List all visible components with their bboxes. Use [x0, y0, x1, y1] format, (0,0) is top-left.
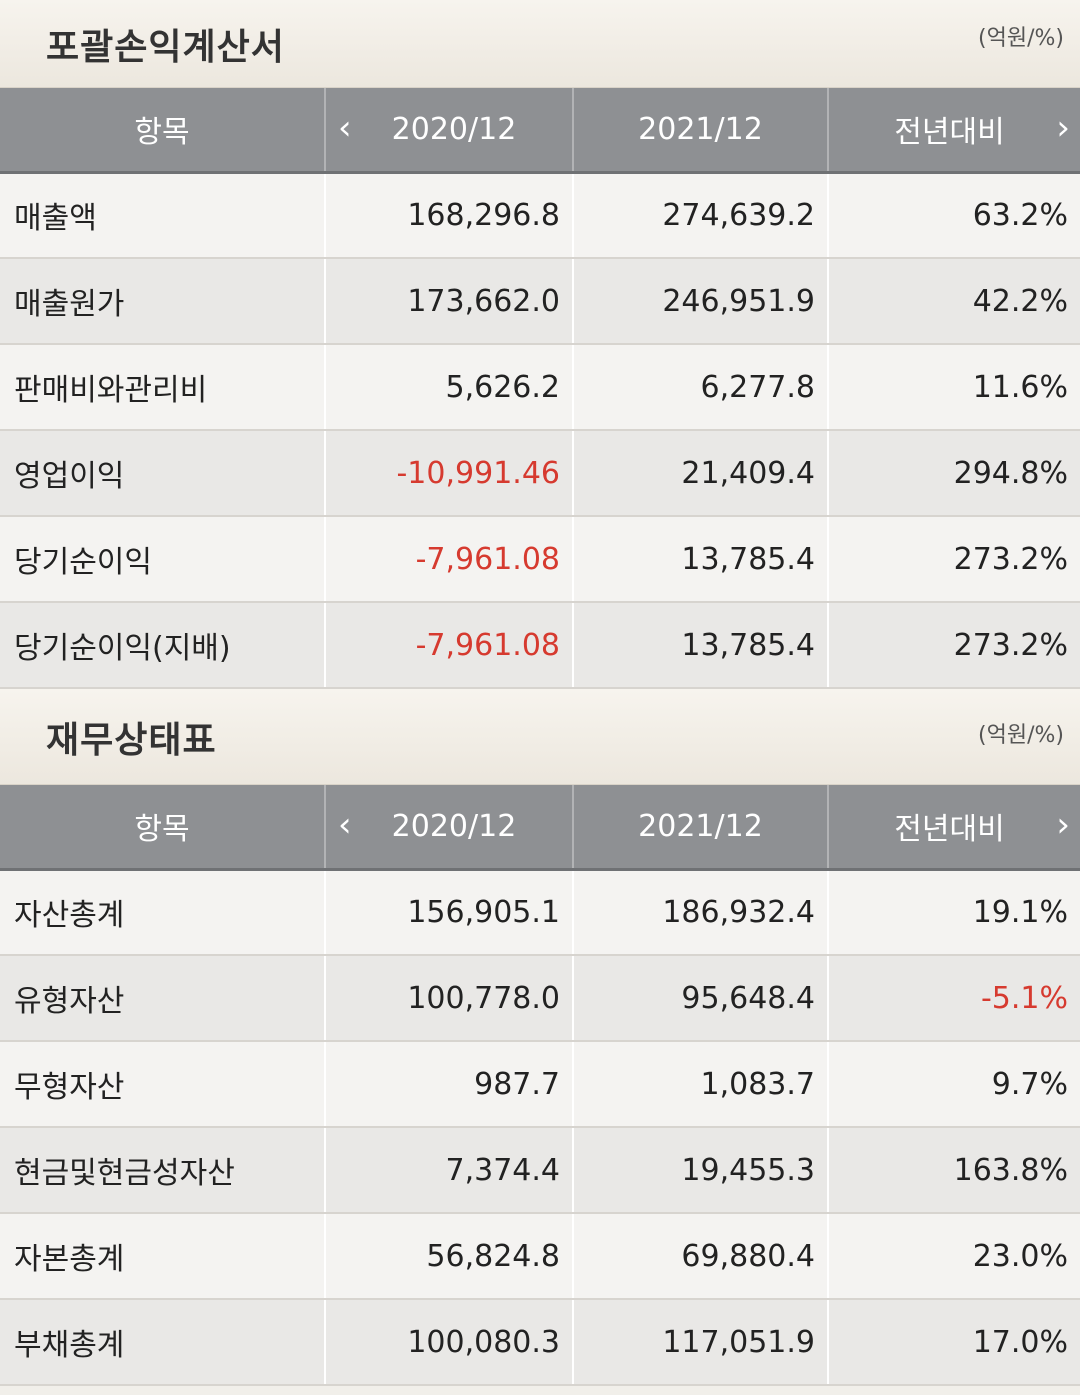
- column-header-prev: ‹ 2020/12: [324, 785, 573, 871]
- table-row: 현금및현금성자산 7,374.4 19,455.3 163.8%: [0, 1127, 1080, 1214]
- table-header-row: 항목 ‹ 2020/12 2021/12 전년대비 ›: [0, 88, 1080, 174]
- table-row: 매출액 168,296.8 274,639.2 63.2%: [0, 172, 1080, 259]
- cell-yoy: 294.8%: [827, 430, 1080, 517]
- cell-yoy: 17.0%: [827, 1299, 1080, 1386]
- column-header-yoy: 전년대비 ›: [827, 88, 1080, 174]
- cell-prev: -10,991.46: [324, 430, 573, 517]
- cell-yoy: 273.2%: [827, 602, 1080, 689]
- column-header-label: 2020/12: [391, 111, 517, 147]
- column-header-yoy: 전년대비 ›: [827, 785, 1080, 871]
- table-row: 영업이익 -10,991.46 21,409.4 294.8%: [0, 430, 1080, 517]
- cell-yoy: -5.1%: [827, 955, 1080, 1042]
- cell-prev: -7,961.08: [324, 602, 573, 689]
- table-row: 자본총계 56,824.8 69,880.4 23.0%: [0, 1213, 1080, 1300]
- cell-yoy: 163.8%: [827, 1127, 1080, 1214]
- cell-curr: 117,051.9: [572, 1299, 828, 1386]
- cell-prev: 5,626.2: [324, 344, 573, 431]
- row-label: 현금및현금성자산: [0, 1127, 325, 1214]
- cell-prev: 100,778.0: [324, 955, 573, 1042]
- cell-curr: 1,083.7: [572, 1041, 828, 1128]
- column-header-label: 전년대비: [894, 115, 1005, 151]
- section-title: 포괄손익계산서: [46, 26, 285, 68]
- cell-prev: 7,374.4: [324, 1127, 573, 1214]
- table-row: 당기순이익(지배) -7,961.08 13,785.4 273.2%: [0, 602, 1080, 689]
- column-header-item: 항목: [0, 785, 325, 871]
- cell-curr: 13,785.4: [572, 516, 828, 603]
- table-row: 당기순이익 -7,961.08 13,785.4 273.2%: [0, 516, 1080, 603]
- row-label: 자본총계: [0, 1213, 325, 1300]
- balance-sheet-table: 항목 ‹ 2020/12 2021/12 전년대비 › 자산총계 156,905.…: [0, 785, 1080, 1386]
- table-row: 유형자산 100,778.0 95,648.4 -5.1%: [0, 955, 1080, 1042]
- column-header-label: 2020/12: [391, 808, 517, 844]
- column-header-label: 2021/12: [638, 111, 763, 147]
- cell-yoy: 19.1%: [827, 869, 1080, 956]
- cell-curr: 19,455.3: [572, 1127, 828, 1214]
- cell-curr: 246,951.9: [572, 258, 828, 345]
- cell-yoy: 42.2%: [827, 258, 1080, 345]
- column-header-prev: ‹ 2020/12: [324, 88, 573, 174]
- row-label: 자산총계: [0, 869, 325, 956]
- chevron-left-icon[interactable]: ‹: [338, 805, 352, 846]
- column-header-label: 2021/12: [638, 808, 763, 844]
- row-label: 당기순이익(지배): [0, 602, 325, 689]
- column-header-label: 항목: [134, 812, 190, 848]
- cell-prev: 987.7: [324, 1041, 573, 1128]
- cell-yoy: 23.0%: [827, 1213, 1080, 1300]
- column-header-label: 전년대비: [894, 812, 1005, 848]
- table-row: 판매비와관리비 5,626.2 6,277.8 11.6%: [0, 344, 1080, 431]
- column-header-curr: 2021/12: [572, 88, 828, 174]
- income-statement-table: 항목 ‹ 2020/12 2021/12 전년대비 › 매출액 168,296.8…: [0, 88, 1080, 689]
- row-label: 판매비와관리비: [0, 344, 325, 431]
- cell-prev: 56,824.8: [324, 1213, 573, 1300]
- row-label: 영업이익: [0, 430, 325, 517]
- cell-prev: -7,961.08: [324, 516, 573, 603]
- row-label: 유형자산: [0, 955, 325, 1042]
- chevron-right-icon[interactable]: ›: [1056, 805, 1070, 846]
- column-header-curr: 2021/12: [572, 785, 828, 871]
- table-row: 무형자산 987.7 1,083.7 9.7%: [0, 1041, 1080, 1128]
- chevron-right-icon[interactable]: ›: [1056, 108, 1070, 149]
- cell-yoy: 9.7%: [827, 1041, 1080, 1128]
- column-header-item: 항목: [0, 88, 325, 174]
- column-header-label: 항목: [134, 115, 190, 151]
- cell-yoy: 273.2%: [827, 516, 1080, 603]
- cell-curr: 95,648.4: [572, 955, 828, 1042]
- row-label: 매출액: [0, 172, 325, 259]
- cell-prev: 100,080.3: [324, 1299, 573, 1386]
- cell-prev: 156,905.1: [324, 869, 573, 956]
- cell-curr: 21,409.4: [572, 430, 828, 517]
- cell-prev: 173,662.0: [324, 258, 573, 345]
- cell-prev: 168,296.8: [324, 172, 573, 259]
- row-label: 무형자산: [0, 1041, 325, 1128]
- chevron-left-icon[interactable]: ‹: [338, 108, 352, 149]
- table-header-row: 항목 ‹ 2020/12 2021/12 전년대비 ›: [0, 785, 1080, 871]
- income-statement-header: 포괄손익계산서 (억원/%): [0, 0, 1080, 88]
- cell-curr: 69,880.4: [572, 1213, 828, 1300]
- unit-label: (억원/%): [978, 26, 1064, 51]
- table-row: 매출원가 173,662.0 246,951.9 42.2%: [0, 258, 1080, 345]
- row-label: 부채총계: [0, 1299, 325, 1386]
- row-label: 당기순이익: [0, 516, 325, 603]
- cell-curr: 6,277.8: [572, 344, 828, 431]
- section-title: 재무상태표: [46, 719, 217, 761]
- row-label: 매출원가: [0, 258, 325, 345]
- cell-yoy: 63.2%: [827, 172, 1080, 259]
- cell-curr: 13,785.4: [572, 602, 828, 689]
- table-row: 부채총계 100,080.3 117,051.9 17.0%: [0, 1299, 1080, 1386]
- table-row: 자산총계 156,905.1 186,932.4 19.1%: [0, 869, 1080, 956]
- balance-sheet-header: 재무상태표 (억원/%): [0, 689, 1080, 785]
- cell-yoy: 11.6%: [827, 344, 1080, 431]
- cell-curr: 274,639.2: [572, 172, 828, 259]
- unit-label: (억원/%): [978, 723, 1064, 748]
- cell-curr: 186,932.4: [572, 869, 828, 956]
